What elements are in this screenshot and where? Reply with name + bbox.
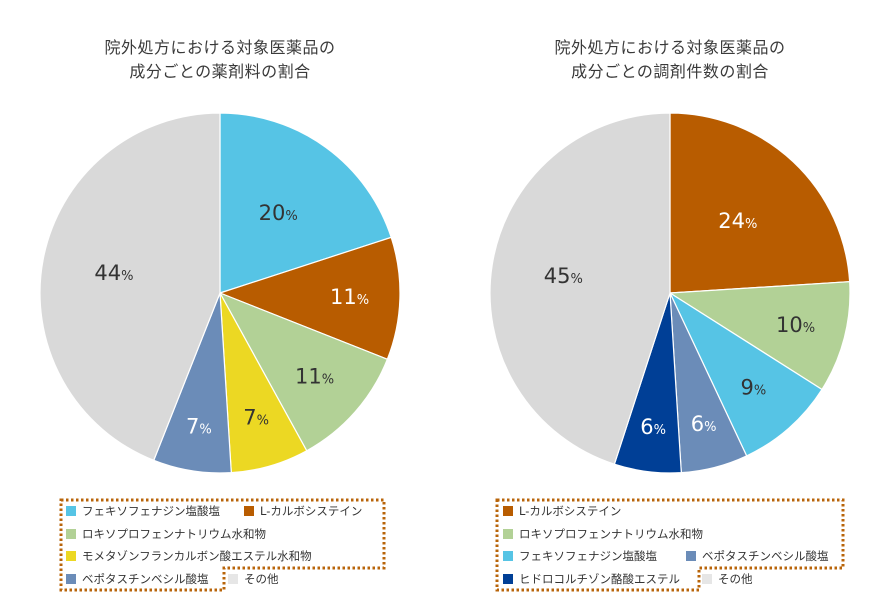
left-legend-label: ロキソプロフェンナトリウム水和物 <box>82 526 266 541</box>
left-pie-data-label: 11% <box>295 364 334 388</box>
left-legend-swatch-icon <box>66 506 76 516</box>
right-legend-label: ロキソプロフェンナトリウム水和物 <box>519 526 703 541</box>
left-legend-item: ロキソプロフェンナトリウム水和物 <box>66 526 266 542</box>
right-pie-data-label: 9% <box>740 376 766 400</box>
right-pie-data-label: 24% <box>718 209 757 233</box>
left-pie-data-label: 20% <box>259 201 298 225</box>
left-legend-item: モメタゾンフランカルボン酸エステル水和物 <box>66 548 312 564</box>
right-legend-item: ベポタスチンベシル酸塩 <box>686 548 829 564</box>
right-pie-data-label: 6% <box>640 415 666 439</box>
right-legend-label: フェキソフェナジン塩酸塩 <box>519 549 657 563</box>
left-pie-data-label: 11% <box>330 285 369 309</box>
right-legend-item: ヒドロコルチゾン酪酸エステル <box>503 571 680 587</box>
left-pie-data-label: 7% <box>186 414 212 438</box>
left-pie-slice-2 <box>218 291 389 452</box>
left-legend-item: その他 <box>228 571 279 587</box>
left-legend-swatch-icon <box>228 573 238 584</box>
left-pie-slice-1 <box>218 236 401 361</box>
right-legend-item: フェキソフェナジン塩酸塩 <box>503 548 657 564</box>
left-pie-slice-0 <box>219 112 392 294</box>
left-chart-title-line-1: 院外処方における対象医薬品の <box>104 38 336 57</box>
right-pie-slice-2 <box>668 291 823 457</box>
right-pie-slice-0 <box>669 112 851 294</box>
right-pie-data-label: 6% <box>691 412 717 436</box>
right-pie: 24% 10% 9% 6% 6% 45% <box>489 112 851 474</box>
left-chart-title-line-2: 成分ごとの薬剤料の割合 <box>129 62 311 81</box>
left-legend-item: ベポタスチンベシル酸塩 <box>66 571 209 587</box>
left-pie-slice-5 <box>39 112 221 462</box>
left-legend-item: フェキソフェナジン塩酸塩 <box>66 503 220 519</box>
left-legend-label: L-カルボシステイン <box>260 504 363 518</box>
left-legend-label: その他 <box>244 571 279 586</box>
right-legend-label: その他 <box>718 571 753 586</box>
right-legend-swatch-icon <box>686 551 696 561</box>
right-legend-label: ヒドロコルチゾン酪酸エステル <box>519 571 680 586</box>
left-chart-title: 院外処方における対象医薬品の 成分ごとの薬剤料の割合 <box>0 36 440 84</box>
right-legend-swatch-icon <box>503 573 513 584</box>
left-legend-item: L-カルボシステイン <box>244 503 362 519</box>
left-pie: 20% 11% 11% 7% 7% 44% <box>39 112 401 474</box>
right-chart-title-line-1: 院外処方における対象医薬品の <box>554 38 786 57</box>
left-legend-swatch-icon <box>244 506 254 516</box>
right-pie-slice-1 <box>668 281 851 391</box>
right-legend-label: ベポタスチンベシル酸塩 <box>702 549 829 563</box>
right-pie-slice-5 <box>489 112 671 465</box>
right-pie-data-label: 10% <box>776 313 815 337</box>
right-legend-item: L-カルボシステイン <box>503 503 621 519</box>
right-legend-swatch-icon <box>702 573 712 584</box>
right-chart-title: 院外処方における対象医薬品の 成分ごとの調剤件数の割合 <box>450 36 890 84</box>
right-legend-swatch-icon <box>503 551 513 561</box>
left-legend-label: モメタゾンフランカルボン酸エステル水和物 <box>82 549 312 563</box>
left-legend-label: フェキソフェナジン塩酸塩 <box>82 504 220 518</box>
left-legend-swatch-icon <box>66 528 76 539</box>
left-pie-data-label: 7% <box>243 405 269 429</box>
right-legend-swatch-icon <box>503 528 513 539</box>
right-pie-data-label: 45% <box>544 264 583 288</box>
left-legend-swatch-icon <box>66 551 76 561</box>
right-legend-swatch-icon <box>503 506 513 516</box>
right-chart-title-line-2: 成分ごとの調剤件数の割合 <box>571 62 769 81</box>
left-legend-swatch-icon <box>66 573 76 584</box>
right-legend-item: ロキソプロフェンナトリウム水和物 <box>503 526 703 542</box>
right-legend-item: その他 <box>702 571 753 587</box>
right-legend-label: L-カルボシステイン <box>519 504 622 518</box>
left-legend-label: ベポタスチンベシル酸塩 <box>82 571 209 586</box>
left-pie-data-label: 44% <box>94 261 133 285</box>
